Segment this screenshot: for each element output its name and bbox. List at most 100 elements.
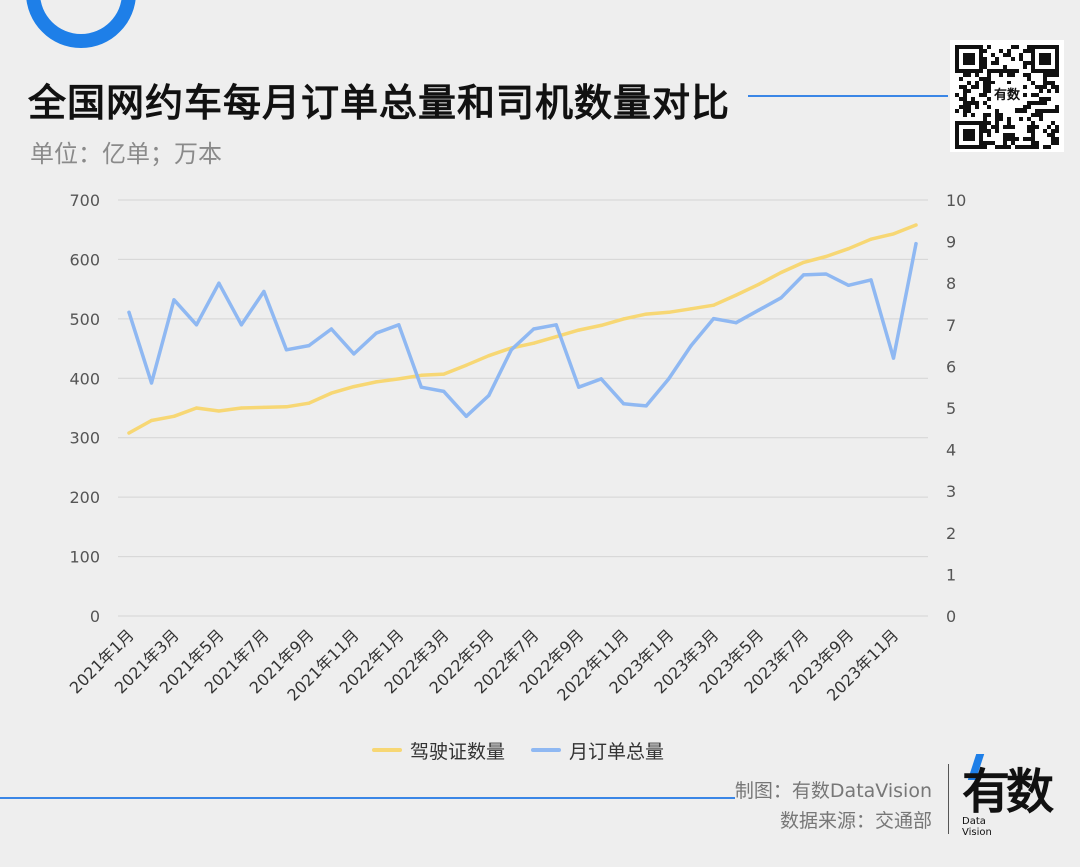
data-point-orders [307,344,311,348]
qr-module [991,125,995,129]
corner-decoration [3,0,159,71]
y-right-tick-label: 1 [946,565,956,584]
data-point-orders [217,281,221,285]
qr-module [971,113,975,117]
data-point-driver-license [307,401,311,405]
chart-legend: 驾驶证数量 月订单总量 [372,736,690,764]
qr-module [1027,45,1031,49]
qr-module [983,129,987,133]
data-point-orders [734,321,738,325]
qr-module [971,97,975,101]
data-point-driver-license [599,323,603,327]
qr-module [1051,121,1055,125]
y-right-tick-label: 0 [946,607,956,626]
y-right-tick-label: 8 [946,274,956,293]
data-point-orders [509,348,513,352]
data-point-driver-license [622,317,626,321]
qr-module [983,81,987,85]
qr-module [1011,125,1015,129]
qr-module [1043,77,1047,81]
qr-module [1043,101,1047,105]
qr-module [967,89,971,93]
data-point-orders [891,356,896,360]
qr-module [1031,137,1035,141]
qr-module [987,129,991,133]
qr-module [983,93,987,97]
qr-module [1007,49,1011,53]
data-point-orders [284,348,288,352]
qr-finder-core [963,53,975,65]
data-point-orders [667,377,671,381]
qr-module [1047,125,1051,129]
qr-module [1007,69,1011,73]
qr-module [1051,109,1055,113]
data-point-driver-license [442,372,446,376]
qr-module [975,101,979,105]
qr-module [983,85,987,89]
data-point-orders [644,404,648,408]
qr-module [1023,61,1027,65]
qr-module [991,141,995,145]
data-point-driver-license [554,335,558,339]
qr-module [1027,77,1031,81]
qr-module [971,85,975,89]
qr-module [1023,65,1027,69]
qr-module [1035,85,1039,89]
qr-module [983,65,987,69]
qr-module [1019,57,1023,61]
qr-module [1047,133,1051,137]
qr-module [1039,97,1043,101]
data-point-driver-license [374,380,378,384]
qr-module [995,61,999,65]
qr-finder-core [963,129,975,141]
data-point-driver-license [846,247,851,251]
qr-module [1007,125,1011,129]
data-point-driver-license [262,405,266,410]
qr-module [1007,137,1011,141]
data-point-driver-license [824,254,828,259]
qr-module [1003,65,1007,69]
qr-module [979,93,983,97]
data-point-orders [464,414,468,418]
qr-module [1031,101,1035,105]
qr-module [1023,85,1027,89]
qr-module [1051,73,1055,77]
qr-module [1011,57,1015,61]
qr-module [1027,73,1031,77]
qr-module [1031,113,1035,117]
qr-module [1055,109,1059,113]
qr-module [967,105,971,109]
data-point-driver-license [689,307,693,311]
qr-module [1035,113,1039,117]
qr-module [983,145,987,149]
y-left-tick-label: 700 [69,191,100,210]
legend-label-orders: 月订单总量 [569,740,665,763]
qr-module [987,45,991,49]
qr-module [1027,61,1031,65]
qr-module [1051,85,1055,89]
qr-module [983,89,987,93]
qr-module [1015,109,1019,113]
y-right-tick-label: 5 [946,399,956,418]
qr-module [983,117,987,121]
data-point-orders [914,242,918,246]
qr-module [987,105,991,109]
qr-module [1007,73,1011,77]
qr-module [1043,129,1047,133]
legend-item-orders: 月订单总量 [531,737,664,764]
credit-source: 数据来源：交通部 [779,810,932,832]
data-point-orders [554,323,558,327]
y-left-tick-label: 600 [69,250,100,269]
data-point-orders [846,283,851,287]
data-point-orders [779,296,783,300]
page-title: 全国网约车每月订单总量和司机数量对比 [28,81,731,125]
qr-module [963,93,967,97]
credit-maker: 制图：有数DataVision [734,780,932,802]
series-line-orders [127,241,918,419]
qr-module [1003,53,1007,57]
y-left-tick-label: 200 [69,488,100,507]
qr-module [1007,145,1011,149]
qr-module [1011,133,1015,137]
data-point-driver-license [869,237,873,241]
data-point-driver-license [487,354,491,358]
